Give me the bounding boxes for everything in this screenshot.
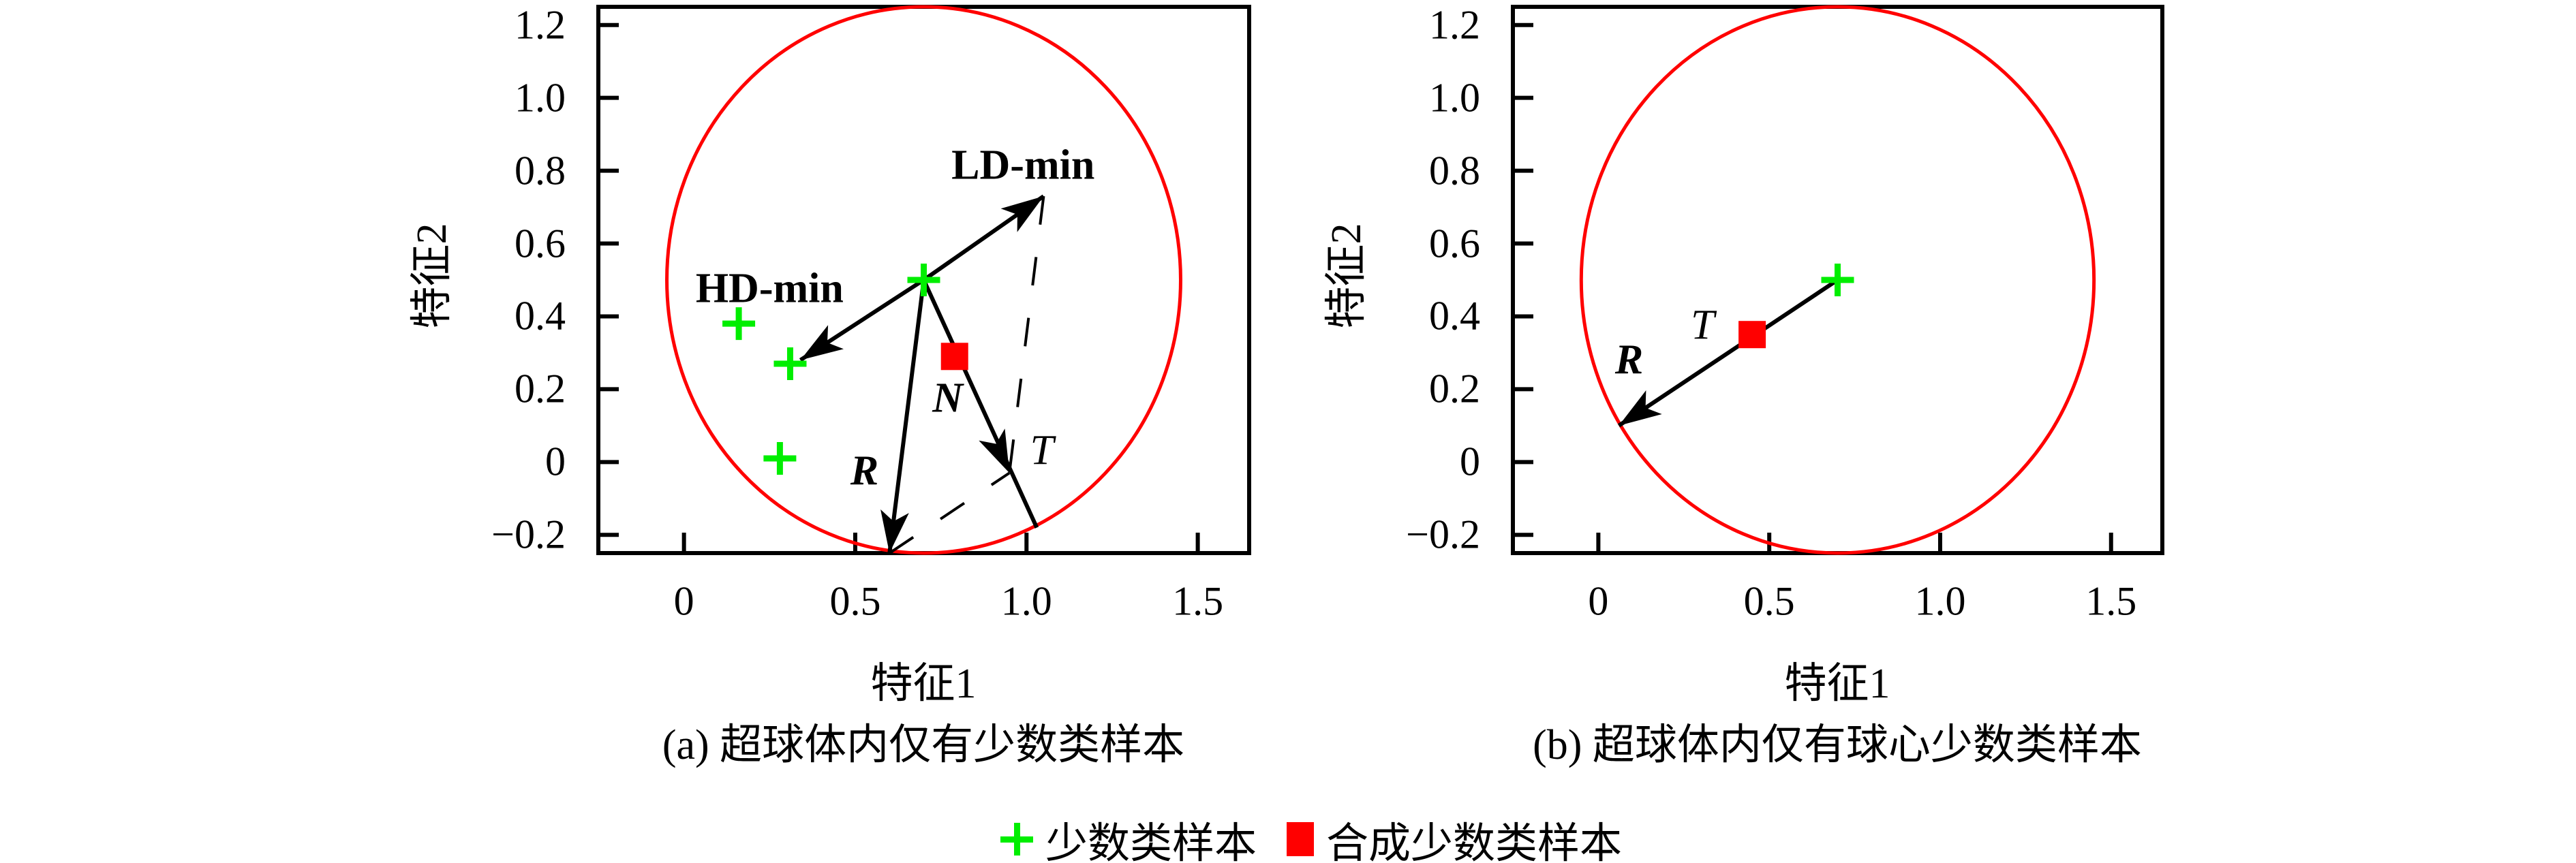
radius-arrow-r	[1617, 278, 1839, 428]
hypersphere-circle-b	[1579, 5, 2096, 555]
caption-plot-b: (b) 超球体内仅有球心少数类样本	[1533, 722, 2142, 768]
xlabel-plot-b: 特征1	[1784, 661, 1890, 707]
ld-min-arrow-head	[1000, 196, 1044, 232]
hypersphere-circle-a	[665, 5, 1182, 555]
radius-arrow-r-head	[1619, 390, 1662, 426]
legend: 少数类样本 合成少数类样本	[1000, 815, 1622, 863]
t-arrow	[921, 279, 1039, 529]
dash-ldmin-to-t	[1008, 195, 1045, 473]
synthetic-point-b	[1738, 321, 1766, 349]
t-arrow-head	[979, 428, 1010, 473]
synthetic-point-a	[940, 343, 968, 371]
caption-plot-a: (a) 超球体内仅有少数类样本	[662, 722, 1185, 768]
ylabel-plot-a: 特征2	[409, 223, 455, 329]
synthetic-sample-icon	[1287, 822, 1315, 856]
hd-min-arrow-head	[800, 325, 844, 360]
legend-label-synthetic: 合成少数类样本	[1326, 821, 1623, 863]
dash-r-to-t	[889, 471, 1011, 554]
minority-sample-icon	[1000, 823, 1033, 856]
ylabel-plot-b: 特征2	[1323, 223, 1370, 329]
radius-arrow-r	[887, 279, 926, 554]
xlabel-plot-a: 特征1	[870, 661, 977, 707]
radius-arrow-r-head	[880, 509, 909, 553]
legend-label-minority: 少数类样本	[1045, 821, 1257, 863]
